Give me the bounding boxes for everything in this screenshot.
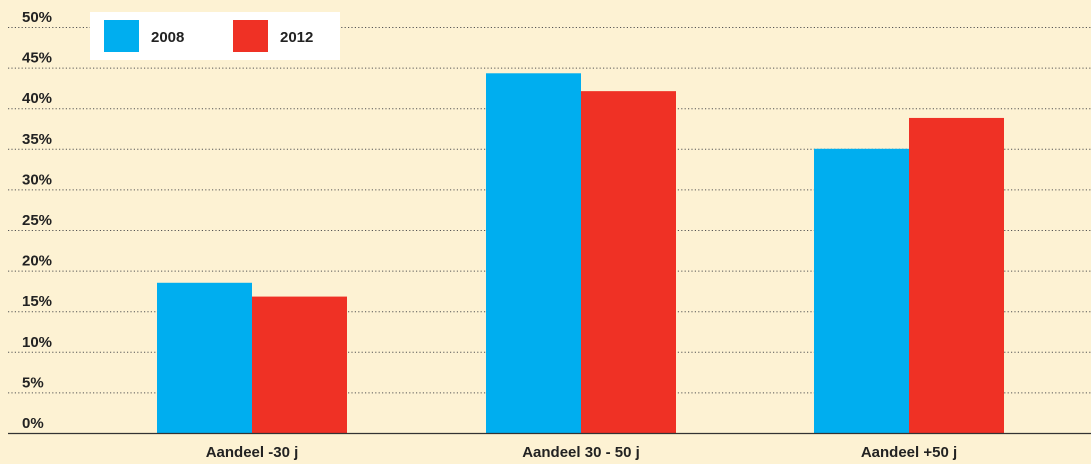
y-tick-label: 30%	[22, 171, 52, 188]
legend-label-2012: 2012	[280, 29, 313, 46]
y-tick-label: 35%	[22, 131, 52, 148]
legend-swatch-2008	[104, 20, 139, 52]
x-tick-label: Aandeel -30 j	[206, 444, 299, 461]
x-axis-labels: Aandeel -30 j Aandeel 30 - 50 j Aandeel +5…	[206, 444, 957, 461]
y-tick-label: 10%	[22, 334, 52, 351]
legend-swatch-2012	[233, 20, 268, 52]
y-tick-label: 5%	[22, 374, 44, 391]
legend: 2008 2012	[90, 12, 340, 60]
y-tick-label: 0%	[22, 415, 44, 432]
bars	[157, 73, 1004, 434]
bar-2012-2	[909, 117, 1004, 433]
y-tick-label: 20%	[22, 253, 52, 270]
bar-2012-0	[252, 296, 347, 433]
legend-label-2008: 2008	[151, 29, 184, 46]
y-tick-label: 40%	[22, 90, 52, 107]
y-tick-label: 50%	[22, 9, 52, 26]
bar-2008-1	[486, 73, 581, 433]
x-tick-label: Aandeel +50 j	[861, 444, 957, 461]
y-tick-label: 25%	[22, 212, 52, 229]
y-tick-label: 45%	[22, 50, 52, 67]
x-tick-label: Aandeel 30 - 50 j	[522, 444, 640, 461]
y-tick-label: 15%	[22, 293, 52, 310]
bar-2012-1	[581, 91, 676, 433]
y-axis-ticks: 0% 5% 10% 15% 20% 25% 30% 35% 40% 45% 50%	[22, 9, 52, 432]
bar-2008-0	[157, 282, 252, 433]
bar-2008-2	[814, 148, 909, 434]
